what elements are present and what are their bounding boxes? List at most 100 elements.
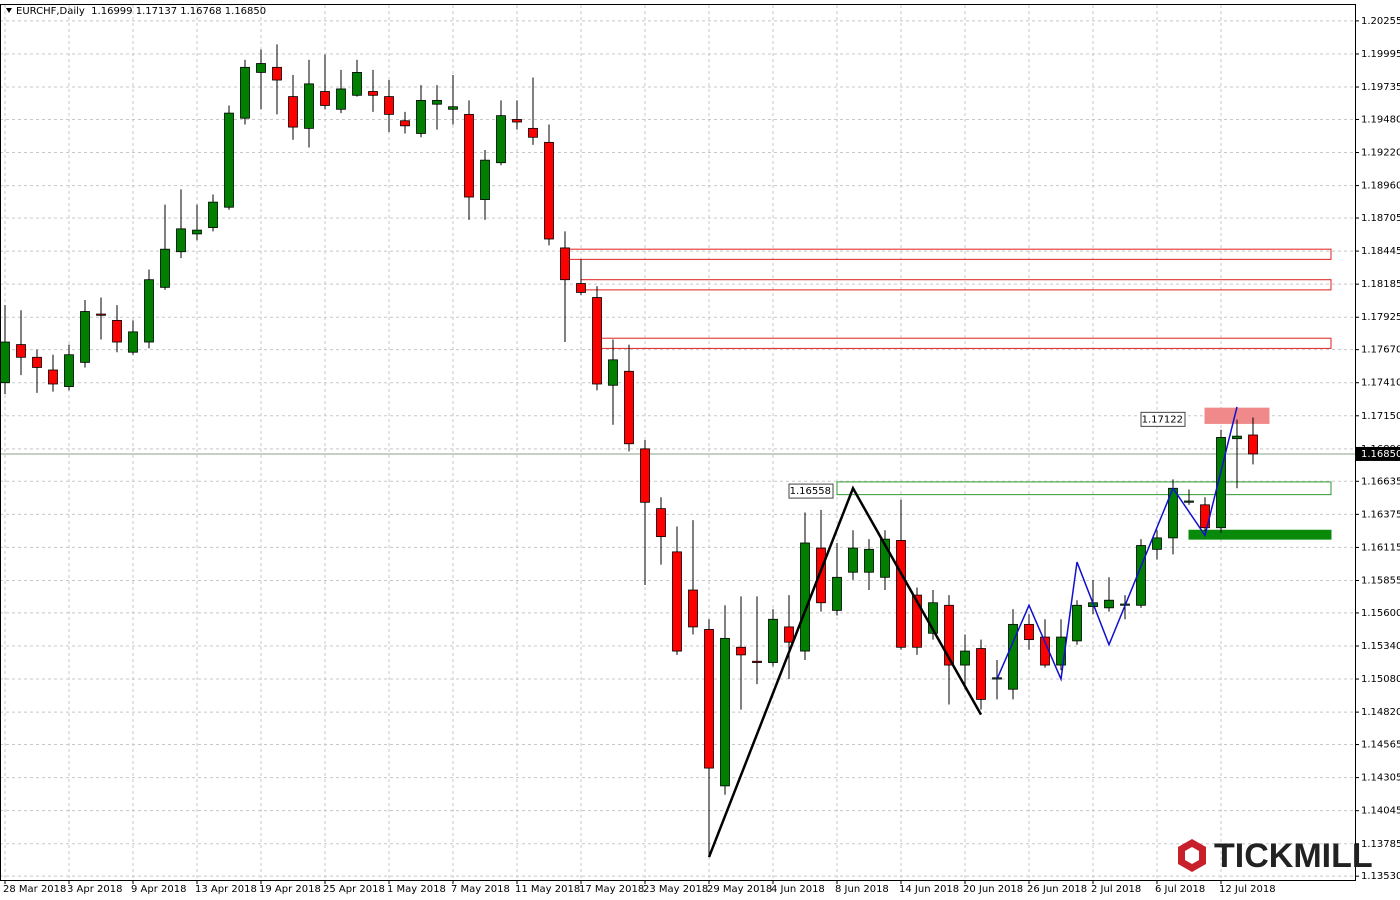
- candle-body: [928, 602, 938, 634]
- y-tick-label: 1.15855: [1361, 575, 1400, 586]
- y-tick-label: 1.20255: [1361, 16, 1400, 27]
- y-tick-label: 1.19220: [1361, 148, 1400, 159]
- candle-body: [912, 594, 922, 648]
- candle-body: [688, 589, 698, 628]
- candle-body: [384, 96, 394, 115]
- candle-body: [512, 119, 522, 123]
- header-arrow: [6, 8, 12, 13]
- candle-body: [304, 83, 314, 129]
- candle-body: [960, 650, 970, 666]
- candle-body: [576, 283, 586, 293]
- logo-hex-inner: [1185, 847, 1199, 864]
- candle-body: [592, 297, 602, 385]
- y-tick-label: 1.14565: [1361, 740, 1400, 751]
- x-tick-label: 25 Apr 2018: [323, 884, 385, 895]
- candle-body: [416, 99, 426, 134]
- x-tick-label: 1 May 2018: [387, 884, 446, 895]
- candle-body: [528, 127, 538, 138]
- zone: [836, 481, 1332, 496]
- candle-body: [544, 141, 554, 240]
- candle-body: [0, 341, 10, 384]
- price-label: 1.16558: [790, 486, 831, 497]
- candle-body: [848, 547, 858, 573]
- zone: [1188, 529, 1332, 540]
- x-tick-label: 20 Jun 2018: [963, 884, 1023, 895]
- last-price-label: 1.16850: [1361, 449, 1400, 460]
- candle-body: [976, 648, 986, 700]
- x-tick-label: 23 May 2018: [643, 884, 708, 895]
- logo-icon: [1178, 839, 1206, 872]
- candle-body: [368, 91, 378, 96]
- candle-body: [1072, 604, 1082, 642]
- plot-layer: 1.17122 1.16558: [0, 5, 1355, 880]
- candle-body: [1232, 435, 1242, 440]
- candle-body: [256, 63, 266, 73]
- y-tick-label: 1.18445: [1361, 246, 1400, 257]
- x-tick-label: 8 Jun 2018: [835, 884, 889, 895]
- y-tick-label: 1.16115: [1361, 542, 1400, 553]
- x-tick-label: 19 Apr 2018: [259, 884, 321, 895]
- y-tick-label: 1.18185: [1361, 279, 1400, 290]
- candle-body: [640, 448, 650, 503]
- candle-body: [608, 359, 618, 386]
- candle-body: [272, 66, 282, 81]
- candle-body: [784, 626, 794, 643]
- x-tick-label: 11 May 2018: [515, 884, 580, 895]
- candle-body: [944, 604, 954, 666]
- y-tick-label: 1.19735: [1361, 82, 1400, 93]
- candle-body: [432, 99, 442, 105]
- candle-body: [1216, 437, 1226, 529]
- logo-text: TICKMILL: [1214, 837, 1373, 875]
- y-tick-label: 1.13785: [1361, 839, 1400, 850]
- y-tick-label: 1.19995: [1361, 49, 1400, 60]
- candle-body: [96, 313, 106, 316]
- candle-body: [16, 344, 26, 358]
- y-tick-label: 1.13530: [1361, 871, 1400, 882]
- zigzag-line: [996, 406, 1238, 682]
- candle-body: [816, 547, 826, 604]
- candle-body: [208, 201, 218, 228]
- x-tick-label: 12 Jul 2018: [1219, 884, 1276, 895]
- x-tick-label: 6 Jul 2018: [1155, 884, 1205, 895]
- candle-body: [176, 228, 186, 253]
- y-tick-label: 1.15080: [1361, 674, 1400, 685]
- candle-body: [736, 646, 746, 656]
- price-label-box: [788, 483, 834, 499]
- last-price-box: [1356, 446, 1400, 461]
- y-tick-label: 1.17410: [1361, 378, 1400, 389]
- x-tick-label: 9 Apr 2018: [131, 884, 186, 895]
- price-label: 1.17122: [1142, 414, 1183, 425]
- candle-body: [192, 229, 202, 235]
- candle-body: [720, 637, 730, 787]
- candle-body: [880, 538, 890, 578]
- y-tick-label: 1.18705: [1361, 213, 1400, 224]
- price-label-box: [1140, 411, 1186, 427]
- candle-body: [624, 370, 634, 445]
- candle-body: [864, 548, 874, 573]
- candle-body: [704, 629, 714, 769]
- y-tick-label: 1.18960: [1361, 181, 1400, 192]
- candle-body: [464, 113, 474, 198]
- y-tick-label: 1.17150: [1361, 411, 1400, 422]
- candle-body: [1184, 500, 1194, 503]
- y-tick-label: 1.19480: [1361, 114, 1400, 125]
- candle-body: [48, 369, 58, 385]
- candle-body: [672, 551, 682, 652]
- candle-body: [1008, 623, 1018, 690]
- candle-body: [560, 247, 570, 281]
- candle-body: [896, 540, 906, 648]
- candle-body: [352, 72, 362, 96]
- x-tick-label: 14 Jun 2018: [899, 884, 959, 895]
- candle-body: [1104, 599, 1114, 609]
- y-tick-label: 1.17670: [1361, 345, 1400, 356]
- x-tick-label: 7 May 2018: [451, 884, 510, 895]
- candle-body: [80, 311, 90, 363]
- x-tick-label: 28 Mar 2018: [3, 884, 66, 895]
- y-tick-label: 1.14045: [1361, 806, 1400, 817]
- y-tick-label: 1.14820: [1361, 707, 1400, 718]
- candle-body: [32, 356, 42, 368]
- candle-body: [144, 279, 154, 343]
- x-tick-label: 3 Apr 2018: [67, 884, 122, 895]
